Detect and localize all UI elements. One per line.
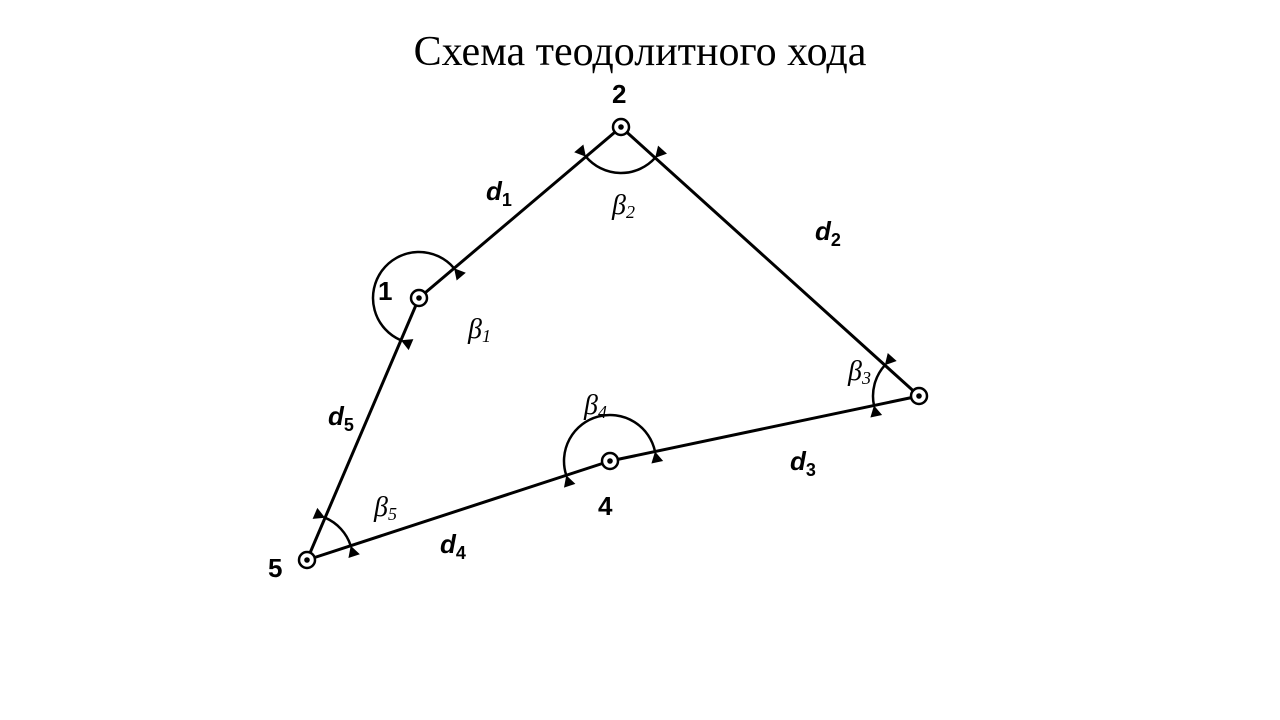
angle-label-b4: β4 xyxy=(583,390,607,422)
angle-label-b5: β5 xyxy=(373,492,397,524)
angle-label-b1: β1 xyxy=(467,314,491,346)
angle-arc-b3 xyxy=(873,365,885,405)
station-dot-5 xyxy=(304,557,310,563)
angle-label-b2: β2 xyxy=(611,190,635,222)
angle-arrow xyxy=(885,353,897,365)
angle-arrow xyxy=(454,268,466,280)
station-label-5: 5 xyxy=(268,553,282,583)
station-dot-1 xyxy=(416,295,422,301)
edge-label-d2: d2 xyxy=(815,216,841,250)
angle-arrow xyxy=(401,339,413,350)
edge-label-d5: d5 xyxy=(328,401,354,435)
angle-arrow xyxy=(574,144,586,156)
edge-5-1 xyxy=(307,298,419,560)
edge-label-d1: d1 xyxy=(486,176,512,210)
station-dot-4 xyxy=(607,458,613,464)
station-dot-2 xyxy=(618,124,624,130)
edge-label-d4: d4 xyxy=(440,529,466,563)
edge-2-3 xyxy=(621,127,919,396)
angle-arc-b5 xyxy=(325,518,351,546)
angle-label-b3: β3 xyxy=(847,356,871,388)
station-label-2: 2 xyxy=(612,79,626,109)
traverse-diagram: d1 d2 d3 d4 d5 β1 β2 β3 β4 β5 1 2 4 5 xyxy=(0,0,1280,720)
station-label-4: 4 xyxy=(598,491,613,521)
station-dot-3 xyxy=(916,393,922,399)
diagram-stage: Схема теодолитного хода { "title": "Схем… xyxy=(0,0,1280,720)
edge-3-4 xyxy=(610,396,919,461)
edge-label-d3: d3 xyxy=(790,446,816,480)
angle-arrow xyxy=(655,146,667,158)
angle-arc-b2 xyxy=(586,157,655,173)
angle-arrow xyxy=(313,508,325,519)
angle-arrow xyxy=(348,546,359,558)
station-label-1: 1 xyxy=(378,276,392,306)
edge-1-2 xyxy=(419,127,621,298)
angle-arrow xyxy=(564,475,575,487)
